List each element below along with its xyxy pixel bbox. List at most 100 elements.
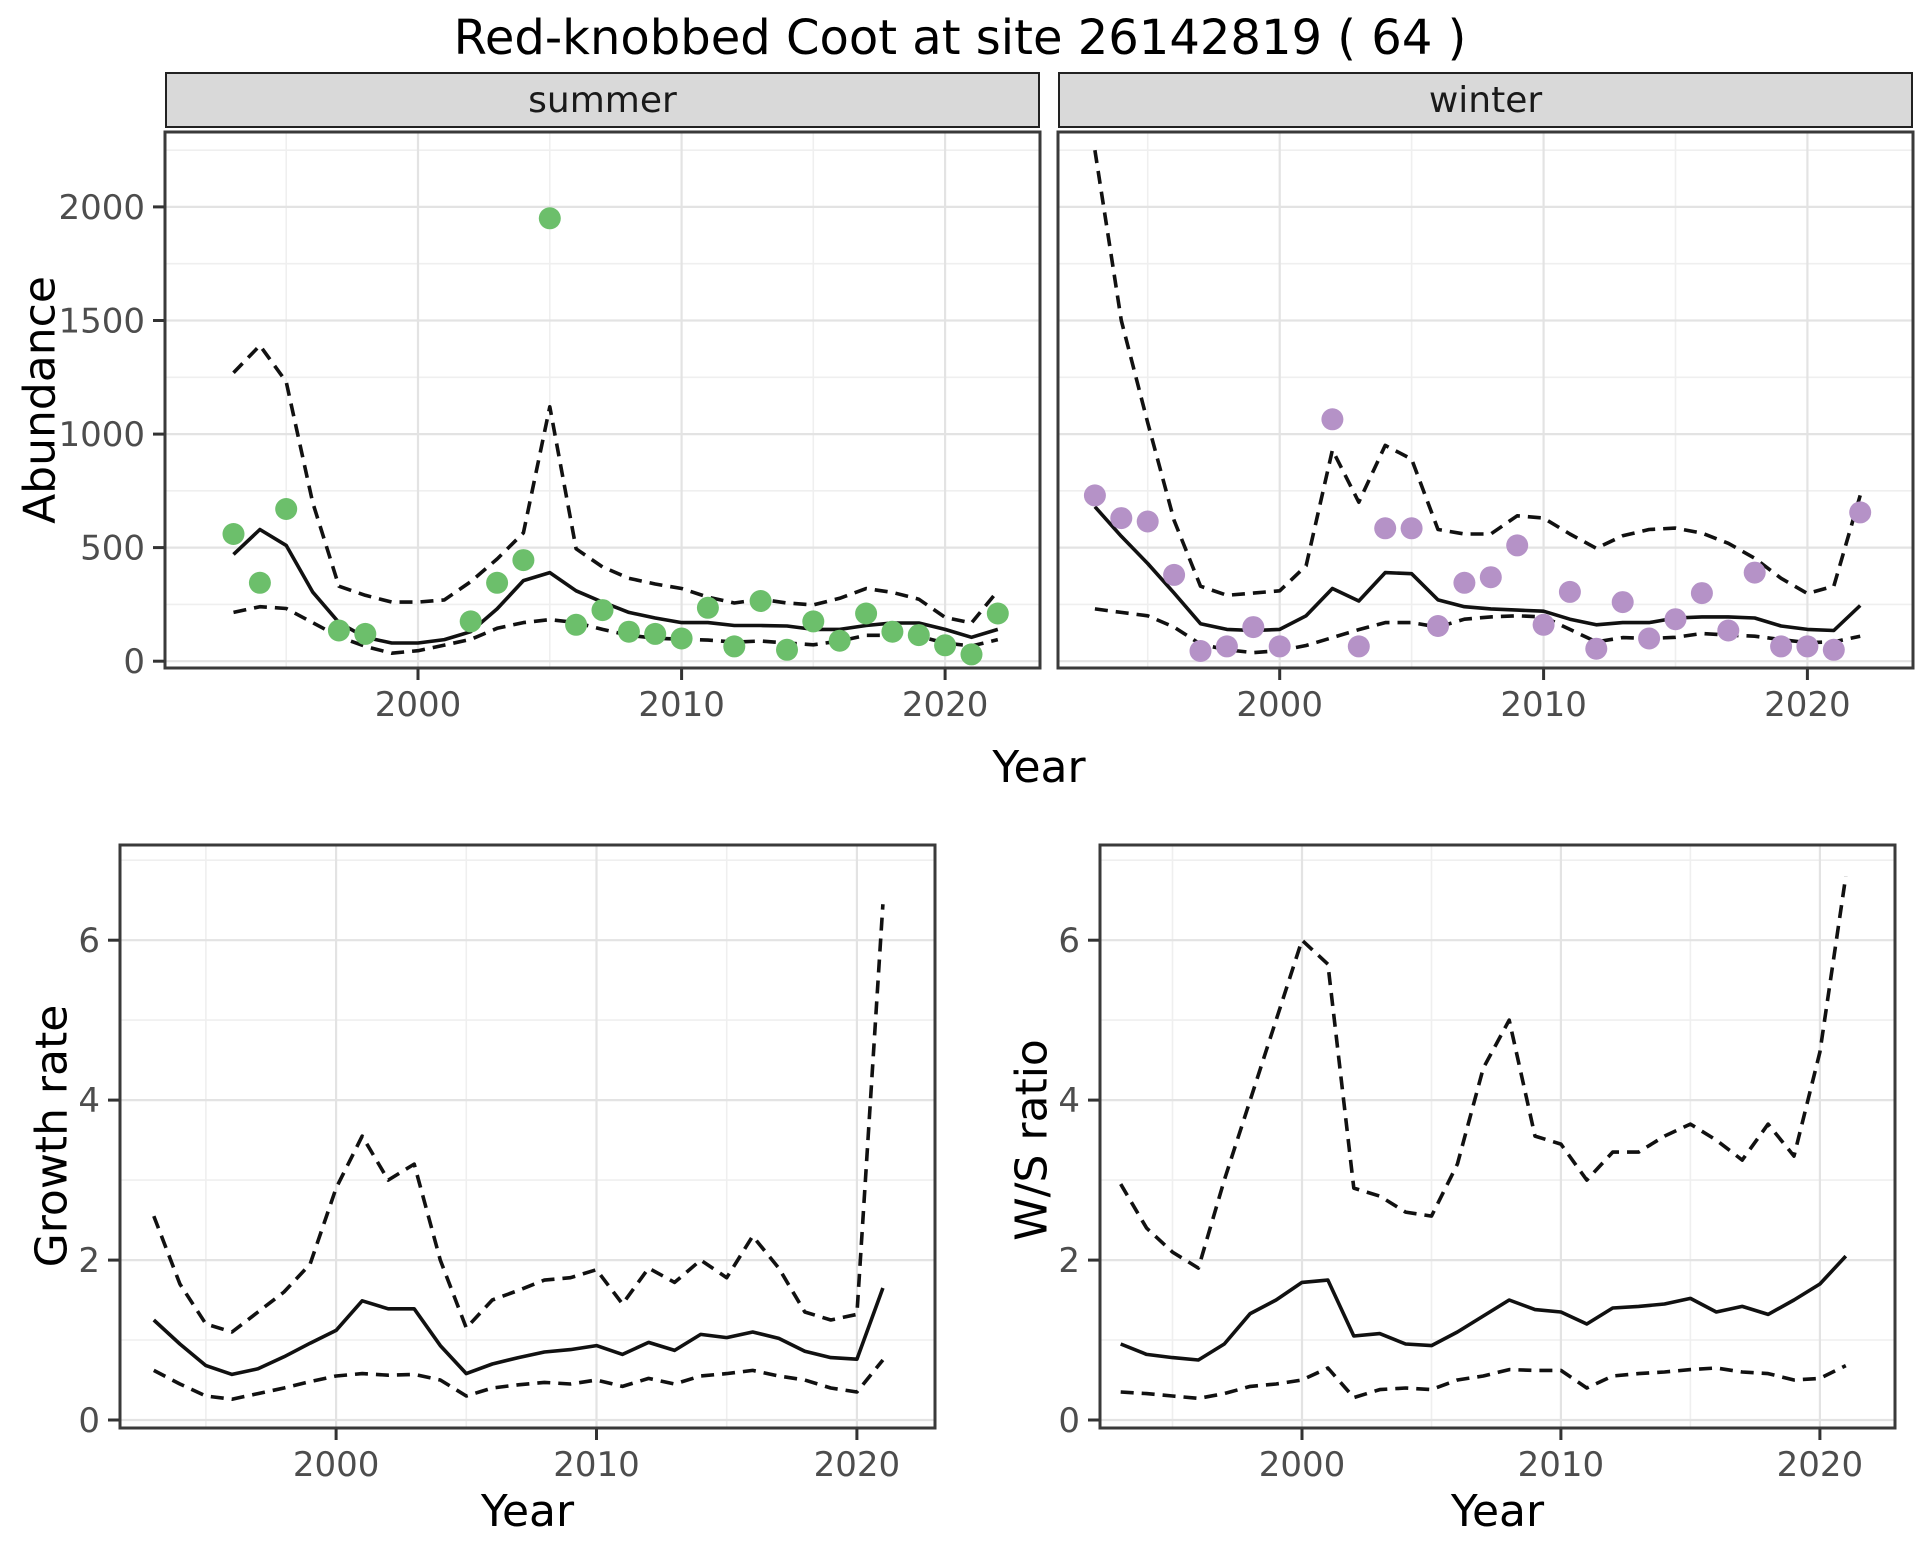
- panel-background: [1100, 845, 1895, 1428]
- y-axis-title-ws-ratio: W/S ratio: [1006, 1039, 1058, 1241]
- data-point: [1163, 563, 1186, 586]
- data-point: [1796, 635, 1819, 658]
- data-point: [644, 622, 667, 645]
- data-point: [327, 619, 350, 642]
- median-line: [1120, 1254, 1848, 1362]
- data-point: [802, 610, 825, 633]
- panel-border: [118, 843, 937, 1430]
- y-tick-label: 0: [78, 1401, 100, 1441]
- x-tick-label: 2010: [638, 685, 725, 725]
- upper-ci-line: [1093, 149, 1862, 598]
- data-point: [907, 624, 930, 647]
- panel-border: [163, 130, 1042, 670]
- data-point: [617, 620, 640, 643]
- data-point: [1479, 566, 1502, 589]
- data-point: [749, 590, 772, 612]
- median-line: [1093, 505, 1862, 633]
- x-tick-label: 2010: [553, 1445, 640, 1485]
- data-point: [565, 613, 588, 636]
- y-tick-label: 0: [1058, 1401, 1080, 1441]
- data-point: [1770, 635, 1793, 658]
- y-tick-label: 2000: [58, 188, 145, 228]
- data-point: [1215, 635, 1238, 658]
- data-point: [538, 207, 561, 230]
- data-point: [459, 610, 482, 633]
- data-point: [1690, 582, 1713, 605]
- x-tick-label: 2000: [1259, 1445, 1346, 1485]
- data-point: [1189, 640, 1212, 662]
- data-point: [1242, 616, 1265, 639]
- y-tick-label: 500: [80, 529, 145, 569]
- data-point: [986, 602, 1009, 625]
- data-point: [776, 638, 798, 661]
- data-point: [881, 620, 904, 643]
- data-point: [1664, 608, 1687, 631]
- facet-strip-summer: summer: [165, 72, 1040, 128]
- x-tick-label: 2000: [293, 1445, 380, 1485]
- data-point: [591, 599, 614, 622]
- data-point: [1374, 517, 1397, 540]
- data-point: [828, 629, 851, 652]
- y-tick-label: 6: [78, 921, 100, 961]
- data-point: [512, 549, 535, 572]
- data-point: [1849, 501, 1872, 524]
- data-point: [696, 596, 719, 619]
- x-tick-label: 2020: [1777, 1445, 1864, 1485]
- x-axis-title-year-growth: Year: [480, 1486, 575, 1537]
- y-tick-label: 0: [123, 642, 145, 682]
- data-point: [1083, 484, 1106, 507]
- panel-background: [1058, 132, 1913, 668]
- data-point: [1638, 627, 1661, 650]
- lower-ci-line: [152, 1358, 885, 1401]
- lower-ci-line: [233, 604, 999, 655]
- data-point: [275, 498, 298, 520]
- panel-background: [165, 132, 1040, 668]
- data-point: [486, 571, 509, 594]
- data-point: [354, 622, 377, 645]
- facet-strip-winter: winter: [1058, 72, 1913, 128]
- data-point: [1453, 571, 1476, 594]
- panel-border: [1098, 843, 1897, 1430]
- upper-ci-line: [1119, 875, 1848, 1270]
- facet-strip-summer-label: summer: [528, 79, 677, 121]
- data-point: [1400, 517, 1423, 540]
- data-point: [934, 634, 957, 657]
- data-point: [1110, 507, 1133, 530]
- y-tick-label: 4: [1058, 1081, 1080, 1121]
- x-tick-label: 2010: [1518, 1445, 1605, 1485]
- data-point: [1743, 561, 1766, 584]
- data-point: [1347, 635, 1370, 658]
- data-point: [723, 635, 746, 658]
- data-point: [1611, 591, 1634, 614]
- facet-strip-winter-label: winter: [1428, 79, 1543, 121]
- x-tick-label: 2000: [1236, 685, 1323, 725]
- data-point: [248, 571, 271, 594]
- data-point: [1427, 615, 1449, 637]
- data-point: [960, 643, 983, 666]
- x-tick-label: 2020: [1764, 685, 1851, 725]
- x-tick-label: 2000: [375, 685, 462, 725]
- y-tick-label: 2: [1058, 1241, 1080, 1281]
- x-axis-title-year-top: Year: [992, 742, 1086, 793]
- data-point: [1822, 638, 1845, 661]
- y-tick-label: 6: [1058, 921, 1080, 961]
- x-tick-label: 2010: [1500, 685, 1587, 725]
- panel-border: [1056, 130, 1915, 670]
- y-tick-label: 1500: [58, 302, 145, 342]
- data-point: [670, 627, 693, 650]
- data-point: [1717, 619, 1740, 642]
- data-point: [222, 523, 245, 545]
- panel-background: [120, 845, 935, 1428]
- upper-ci-line: [232, 343, 1000, 625]
- data-point: [1136, 510, 1159, 533]
- data-point: [1532, 613, 1555, 636]
- data-point: [1585, 637, 1608, 660]
- y-tick-label: 1000: [58, 415, 145, 455]
- data-point: [1268, 635, 1291, 658]
- median-line: [152, 1287, 885, 1377]
- x-axis-title-year-ws: Year: [1450, 1486, 1545, 1537]
- data-point: [1558, 580, 1581, 603]
- chart-title: Red-knobbed Coot at site 26142819 ( 64 ): [453, 10, 1467, 66]
